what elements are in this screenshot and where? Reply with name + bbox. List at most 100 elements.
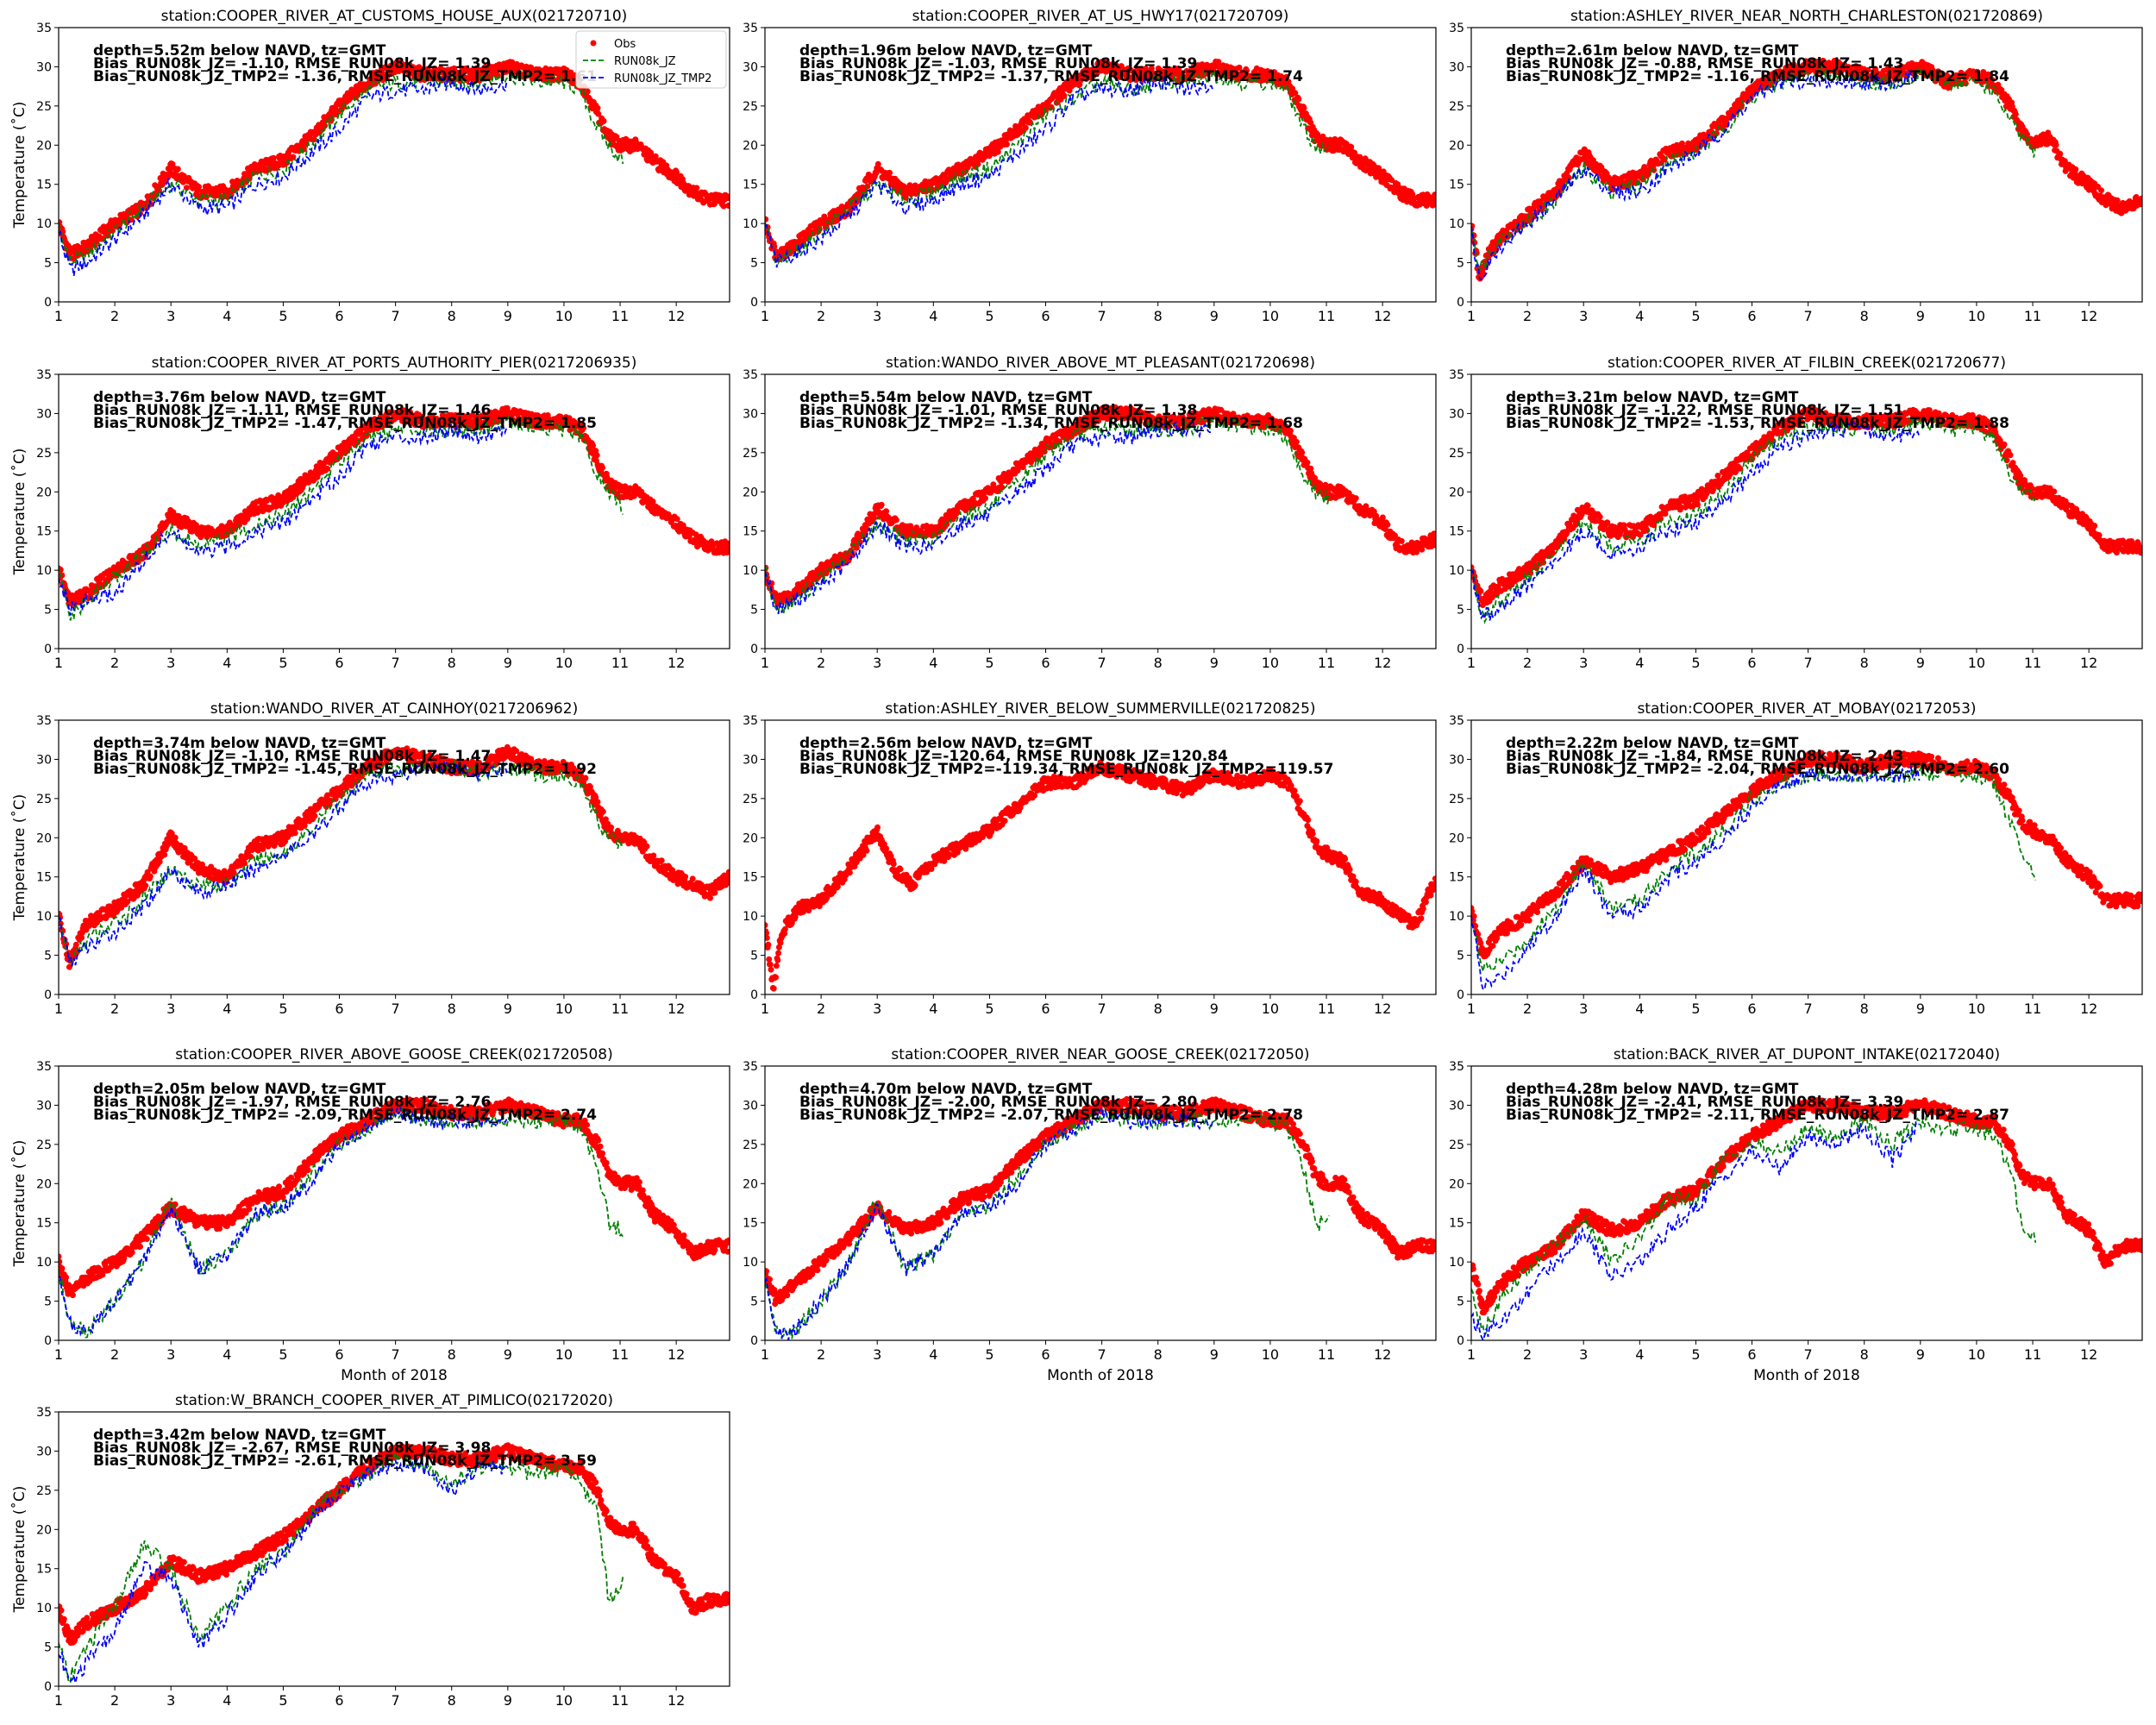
panel-title: station:COOPER_RIVER_AT_US_HWY17(0217207…	[912, 8, 1289, 25]
stat-annotation: Bias_RUN08k_JZ_TMP2= -1.53, RMSE_RUN08k_…	[1506, 415, 2009, 432]
x-tick-label: 9	[1916, 655, 1925, 671]
stat-annotation: Bias_RUN08k_JZ_TMP2= -1.34, RMSE_RUN08k_…	[799, 415, 1303, 432]
y-tick-label: 20	[743, 831, 758, 845]
y-tick-label: 0	[44, 1680, 52, 1694]
x-tick-label: 11	[1318, 308, 1335, 324]
series-run08k-jz-tmp2	[765, 76, 1214, 268]
y-tick-label: 35	[36, 22, 52, 35]
y-tick-label: 5	[1457, 604, 1464, 618]
stat-annotation: Bias_RUN08k_JZ= -1.11, RMSE_RUN08k_JZ= 1…	[93, 402, 491, 419]
x-tick-label: 5	[1691, 655, 1700, 671]
x-tick-label: 8	[448, 308, 456, 324]
stat-annotation: Bias_RUN08k_JZ_TMP2= -2.09, RMSE_RUN08k_…	[93, 1107, 597, 1124]
stat-annotation: Bias_RUN08k_JZ_TMP2= -1.37, RMSE_RUN08k_…	[799, 68, 1303, 85]
y-tick-label: 25	[743, 447, 758, 461]
y-tick-label: 15	[743, 525, 758, 539]
y-axis-label: Temperature (˚C)	[10, 448, 28, 576]
x-tick-label: 8	[448, 1692, 456, 1709]
x-tick-label: 4	[1635, 308, 1644, 324]
stat-annotation: Bias_RUN08k_JZ_TMP2= -1.36, RMSE_RUN08k_…	[93, 68, 597, 85]
x-tick-label: 4	[222, 1000, 231, 1017]
x-tick-label: 10	[1262, 655, 1279, 671]
x-tick-label: 4	[929, 655, 937, 671]
stat-annotation: depth=2.61m below NAVD, tz=GMT	[1506, 42, 1799, 60]
x-tick-label: 12	[1374, 655, 1391, 671]
stat-annotation: Bias_RUN08k_JZ=-120.64, RMSE_RUN08k_JZ=1…	[799, 748, 1228, 765]
legend-marker-obs	[590, 40, 597, 47]
stat-annotation: Bias_RUN08k_JZ= -2.00, RMSE_RUN08k_JZ= 2…	[799, 1094, 1198, 1111]
panel-12: station:BACK_RIVER_AT_DUPONT_INTAKE(0217…	[1449, 1046, 2143, 1384]
x-tick-label: 12	[2080, 1000, 2097, 1017]
series-run08k-jz	[1471, 416, 2037, 624]
x-tick-label: 9	[1210, 1346, 1219, 1363]
panel-title: station:WANDO_RIVER_AT_CAINHOY(021720696…	[210, 700, 578, 718]
x-tick-label: 7	[392, 1000, 400, 1017]
series-run08k-jz-tmp2	[765, 1106, 1214, 1340]
x-tick-label: 12	[2080, 308, 2097, 324]
panel-6: station:COOPER_RIVER_AT_FILBIN_CREEK(021…	[1449, 354, 2143, 671]
stat-annotation: Bias_RUN08k_JZ_TMP2= -1.47, RMSE_RUN08k_…	[93, 415, 597, 432]
axes-frame	[58, 1065, 730, 1341]
y-tick-label: 25	[36, 1484, 52, 1498]
panel-title: station:COOPER_RIVER_AT_MOBAY(02172053)	[1637, 700, 1976, 718]
y-tick-label: 25	[743, 100, 758, 114]
panel-title: station:COOPER_RIVER_AT_CUSTOMS_HOUSE_AU…	[161, 8, 628, 25]
stat-annotation: Bias_RUN08k_JZ_TMP2= -2.11, RMSE_RUN08k_…	[1506, 1107, 2009, 1124]
x-tick-label: 10	[1262, 1000, 1279, 1017]
x-tick-label: 11	[611, 655, 629, 671]
x-tick-label: 4	[222, 655, 231, 671]
y-tick-label: 25	[1449, 447, 1464, 461]
stat-annotation: Bias_RUN08k_JZ_TMP2= -2.07, RMSE_RUN08k_…	[799, 1107, 1303, 1124]
x-tick-label: 5	[985, 655, 993, 671]
x-tick-label: 12	[667, 1692, 685, 1709]
x-tick-label: 3	[166, 1692, 175, 1709]
x-tick-label: 1	[1467, 1346, 1476, 1363]
x-tick-label: 9	[1916, 1346, 1925, 1363]
x-tick-label: 4	[1635, 655, 1644, 671]
x-tick-label: 11	[611, 308, 629, 324]
x-tick-label: 12	[1374, 308, 1391, 324]
x-tick-label: 3	[166, 308, 175, 324]
y-tick-label: 30	[1449, 1099, 1464, 1113]
x-tick-label: 4	[222, 1692, 231, 1709]
x-tick-label: 2	[817, 655, 825, 671]
y-tick-label: 10	[36, 564, 52, 578]
panel-10: station:COOPER_RIVER_ABOVE_GOOSE_CREEK(0…	[10, 1046, 730, 1384]
x-tick-label: 1	[761, 308, 769, 324]
x-tick-label: 3	[166, 1000, 175, 1017]
x-tick-label: 8	[1154, 308, 1163, 324]
x-tick-label: 7	[1804, 655, 1813, 671]
series-run08k-jz-tmp2	[59, 1457, 508, 1684]
stat-annotation: Bias_RUN08k_JZ= -1.03, RMSE_RUN08k_JZ= 1…	[799, 55, 1197, 72]
y-tick-label: 15	[1449, 179, 1464, 192]
x-tick-label: 3	[873, 308, 881, 324]
x-tick-label: 4	[1635, 1000, 1644, 1017]
x-tick-label: 7	[392, 308, 400, 324]
y-tick-label: 5	[750, 1295, 758, 1309]
x-tick-label: 4	[929, 1000, 937, 1017]
x-tick-label: 5	[1691, 308, 1700, 324]
x-tick-label: 1	[54, 1692, 63, 1709]
axes-frame	[764, 1065, 1437, 1341]
series-run08k-jz-tmp2	[59, 75, 508, 276]
x-tick-label: 10	[1262, 308, 1279, 324]
panel-7: station:WANDO_RIVER_AT_CAINHOY(021720696…	[10, 700, 730, 1017]
y-tick-label: 0	[750, 296, 758, 310]
y-tick-label: 20	[1449, 139, 1464, 153]
x-tick-label: 5	[279, 1692, 287, 1709]
series-run08k-jz	[765, 70, 1330, 266]
x-tick-label: 6	[1747, 655, 1756, 671]
x-tick-label: 3	[1579, 1000, 1588, 1017]
y-tick-label: 5	[1457, 950, 1464, 963]
x-tick-label: 8	[1154, 1000, 1163, 1017]
x-tick-label: 7	[392, 1692, 400, 1709]
stat-annotation: Bias_RUN08k_JZ= -2.67, RMSE_RUN08k_JZ= 3…	[93, 1440, 491, 1457]
x-tick-label: 2	[110, 655, 119, 671]
y-tick-label: 15	[743, 179, 758, 192]
x-tick-label: 6	[1041, 655, 1050, 671]
axes-frame	[764, 373, 1437, 649]
x-axis-label: Month of 2018	[1047, 1367, 1154, 1384]
x-tick-label: 3	[1579, 655, 1588, 671]
x-tick-label: 1	[761, 1000, 769, 1017]
y-tick-label: 5	[44, 1641, 52, 1655]
